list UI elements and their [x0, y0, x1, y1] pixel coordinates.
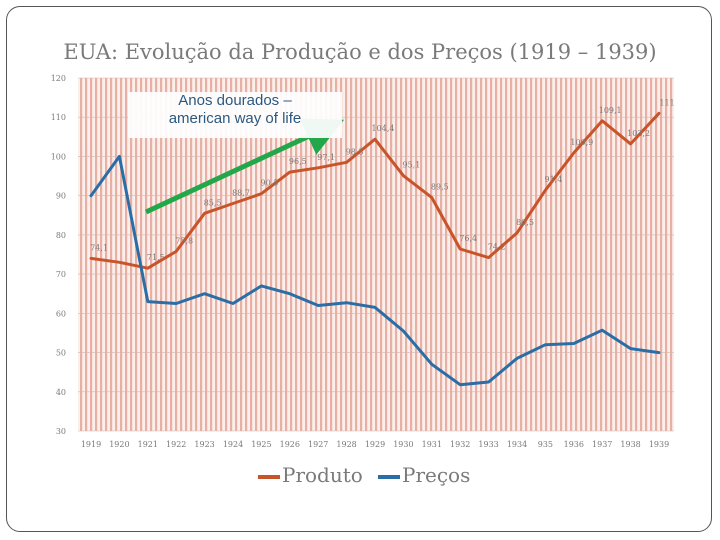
- data-label: 74,2: [488, 243, 506, 252]
- x-tick-label: 1919: [81, 440, 101, 449]
- legend-precos: Preços: [378, 463, 470, 487]
- data-label: 76,4: [459, 234, 477, 243]
- data-label: 103,2: [627, 129, 650, 138]
- y-tick-label: 80: [56, 231, 66, 240]
- x-tick-label: 1925: [251, 440, 271, 449]
- annotation-line-2: american way of life: [168, 110, 302, 127]
- data-label: 98,5: [346, 147, 364, 156]
- chart-title: EUA: Evolução da Produção e dos Preços (…: [63, 40, 657, 64]
- legend-precos-swatch: [378, 474, 400, 479]
- data-label: 91,4: [544, 175, 562, 184]
- annotation-line-1: Anos dourados –: [178, 92, 292, 109]
- y-tick-label: 60: [56, 309, 66, 318]
- legend-produto: Produto: [258, 463, 363, 487]
- legend-produto-swatch: [258, 474, 280, 479]
- x-tick-label: 1931: [422, 440, 442, 449]
- x-tick-label: 1932: [450, 440, 470, 449]
- x-tick-label: 1921: [138, 440, 158, 449]
- y-tick-label: 40: [56, 388, 66, 397]
- x-tick-label: 1928: [336, 440, 356, 449]
- y-tick-label: 120: [51, 74, 66, 83]
- data-label: 71,5: [147, 253, 165, 262]
- trend-arrow: [144, 118, 345, 215]
- y-tick-label: 70: [56, 270, 66, 279]
- x-tick-label: 1924: [223, 440, 243, 449]
- x-tick-label: 1927: [308, 440, 328, 449]
- x-tick-label: 1938: [620, 440, 640, 449]
- data-label: 104,4: [372, 124, 395, 133]
- x-tick-label: 1939: [649, 440, 669, 449]
- data-label: 95,1: [402, 161, 420, 170]
- data-label: 100,9: [570, 138, 593, 147]
- data-label: 96,5: [289, 157, 307, 166]
- data-label: 89,5: [431, 183, 449, 192]
- y-tick-label: 90: [56, 192, 66, 201]
- y-tick-label: 100: [51, 152, 66, 161]
- data-label: 111: [659, 98, 674, 107]
- x-tick-label: 1923: [194, 440, 214, 449]
- data-label: 109,1: [599, 106, 622, 115]
- data-label: 97,1: [317, 153, 335, 162]
- legend-produto-label: Produto: [282, 463, 363, 487]
- series-line-produto: [89, 111, 661, 270]
- x-tick-label: 1920: [109, 440, 129, 449]
- data-label: 80,5: [516, 218, 534, 227]
- y-tick-label: 110: [51, 113, 66, 122]
- x-tick-label: 935: [538, 440, 553, 449]
- y-tick-label: 50: [56, 349, 66, 358]
- y-tick-label: 30: [56, 427, 66, 436]
- data-label: 85,5: [204, 198, 222, 207]
- x-tick-label: 1929: [365, 440, 385, 449]
- data-label: 74,1: [90, 243, 108, 252]
- x-tick-label: 1934: [507, 440, 527, 449]
- data-label: 75,8: [175, 236, 193, 245]
- x-tick-label: 1936: [564, 440, 584, 449]
- x-tick-label: 1926: [280, 440, 300, 449]
- x-tick-label: 1937: [592, 440, 612, 449]
- x-tick-label: 1933: [478, 440, 498, 449]
- series-line-precos: [89, 154, 661, 387]
- data-label: 88,7: [232, 189, 250, 198]
- x-tick-label: 1930: [393, 440, 413, 449]
- data-label: 90,5: [260, 179, 278, 188]
- annotation-box: Anos dourados – american way of life: [128, 92, 342, 138]
- x-tick-label: 1922: [166, 440, 186, 449]
- legend-precos-label: Preços: [402, 463, 471, 487]
